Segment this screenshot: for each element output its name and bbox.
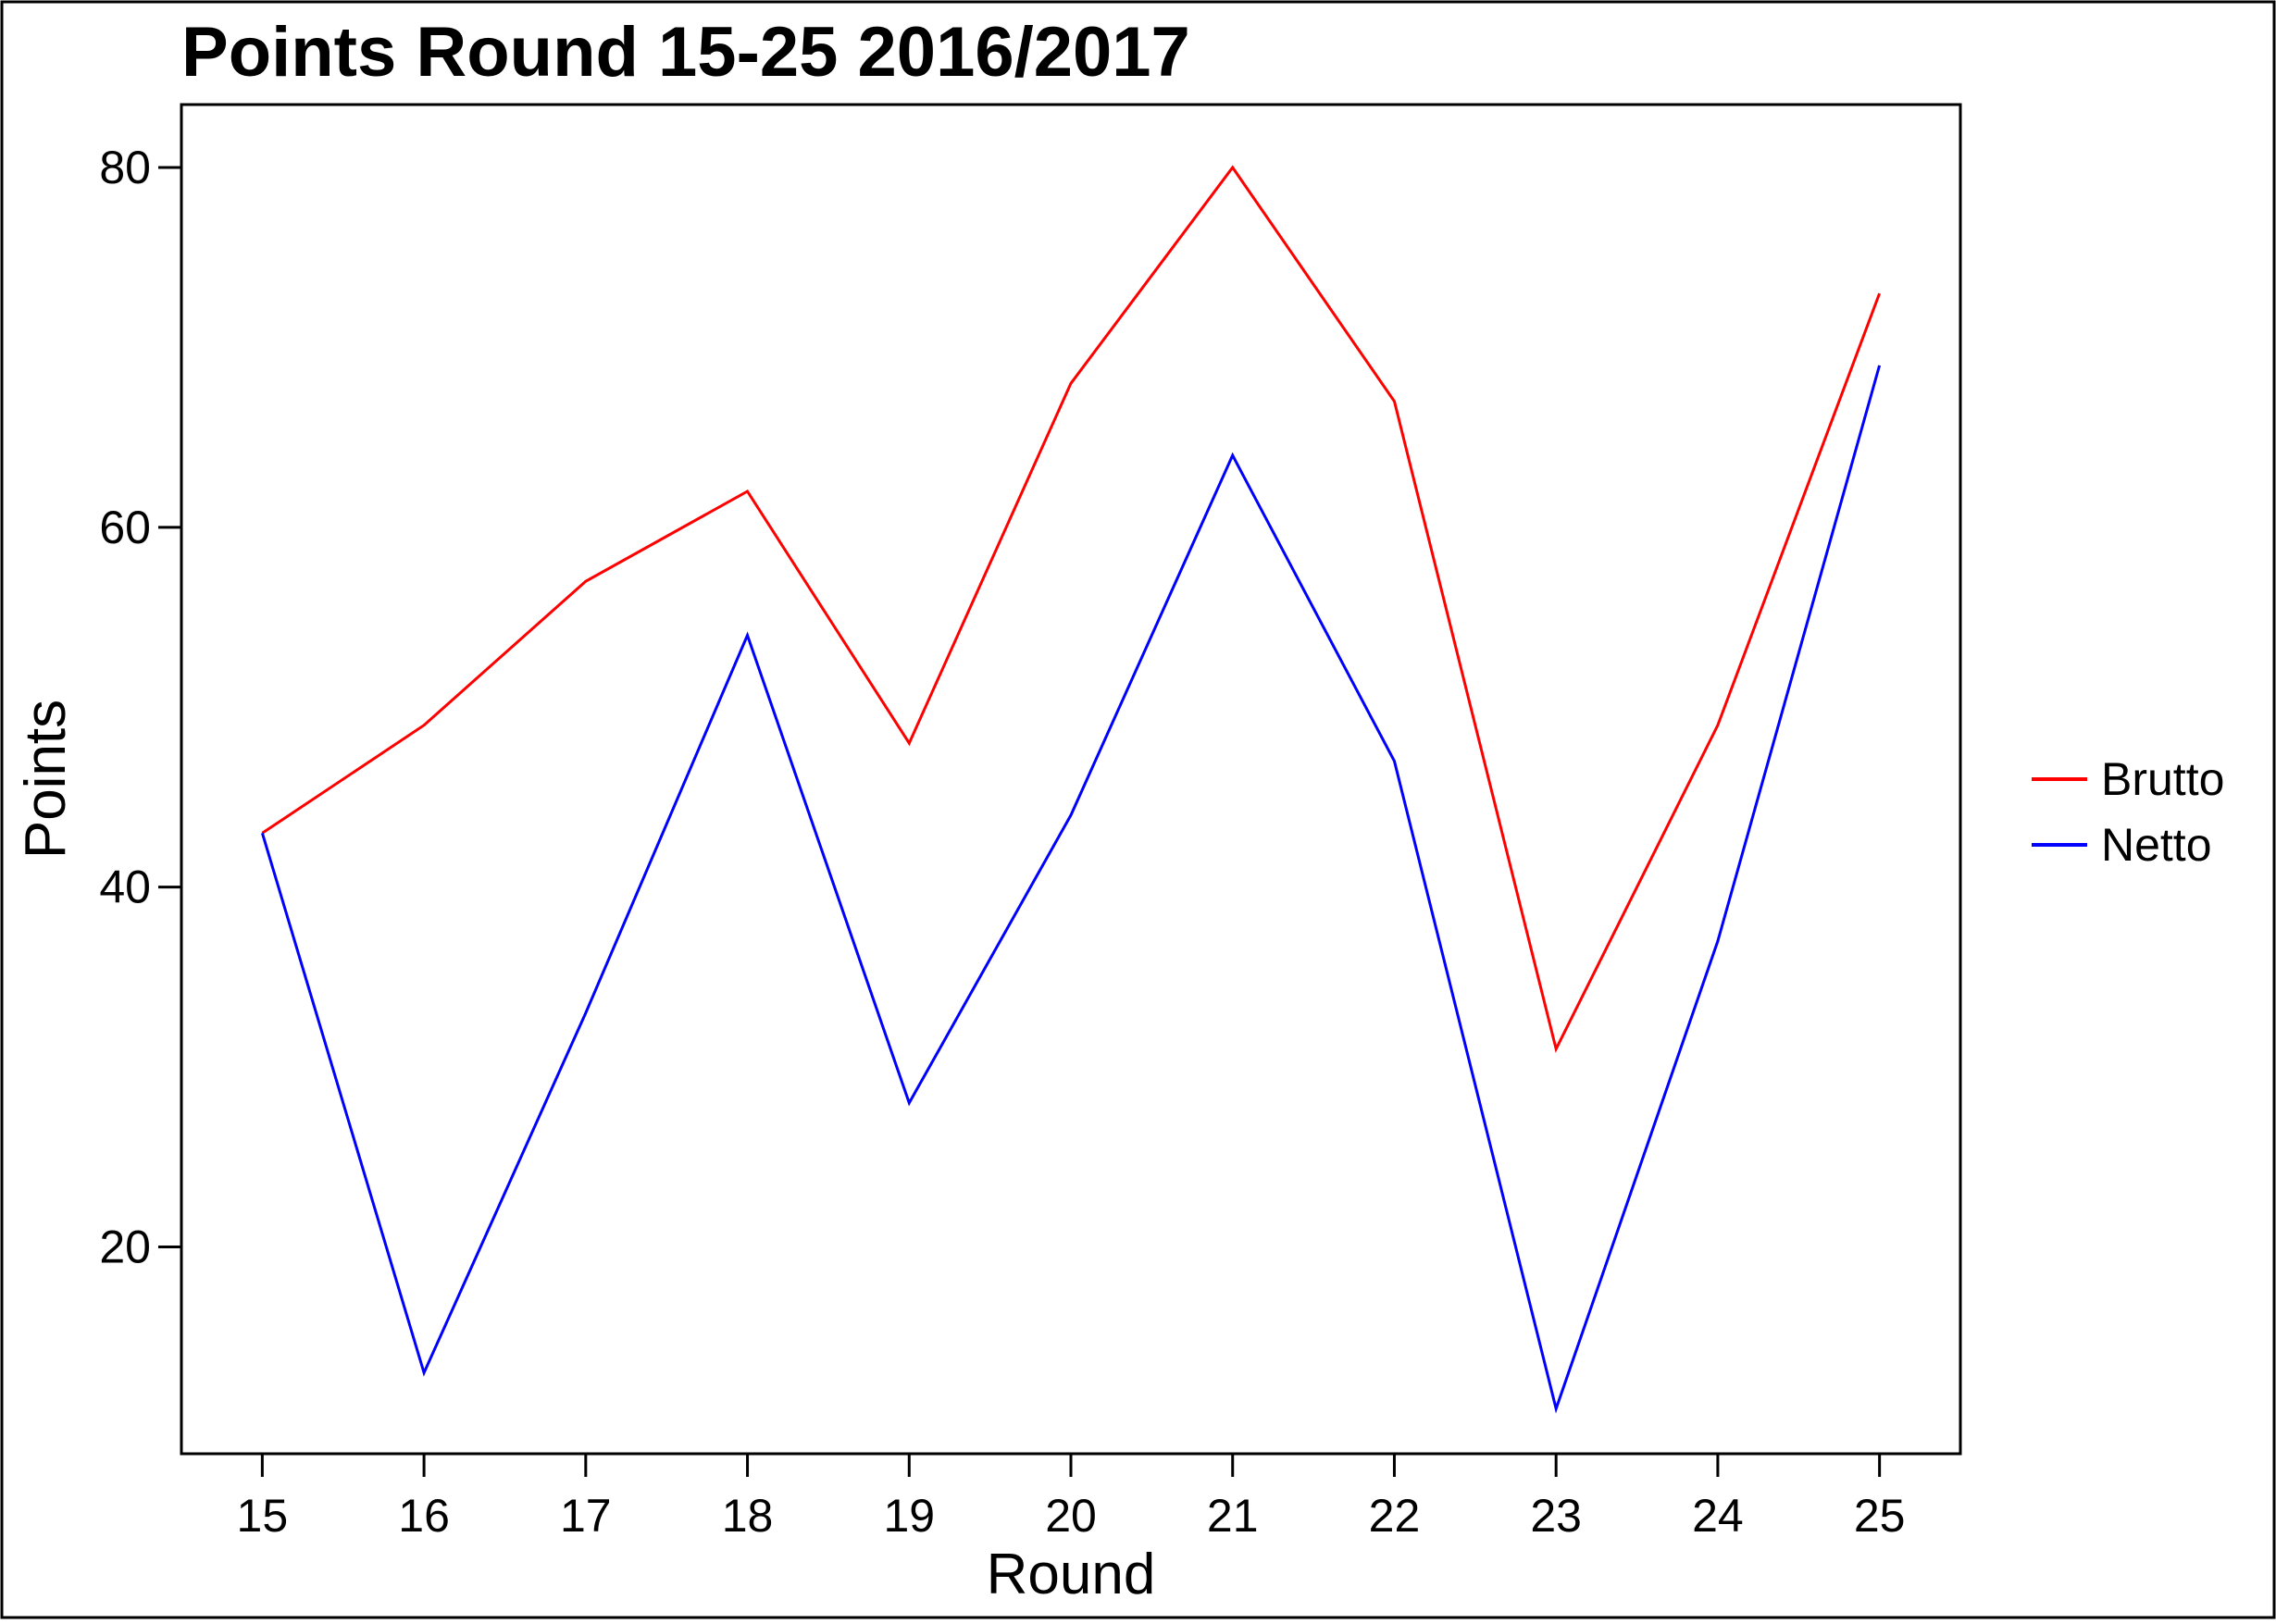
legend-label-brutto: Brutto: [2101, 753, 2224, 805]
y-tick-label: 60: [99, 502, 151, 553]
x-tick-label: 21: [1207, 1490, 1259, 1542]
x-axis-title: Round: [987, 1543, 1156, 1606]
y-tick-label: 20: [99, 1221, 151, 1272]
y-tick-label: 80: [99, 142, 151, 193]
y-axis: 20 40 60 80: [99, 142, 181, 1272]
series-line-netto: [260, 365, 1882, 1414]
y-axis-title: Points: [14, 700, 78, 859]
chart-title: Points Round 15-25 2016/2017: [181, 13, 1190, 92]
x-tick-label: 18: [722, 1490, 774, 1542]
x-tick-label: 17: [560, 1490, 612, 1542]
x-tick-label: 23: [1530, 1490, 1582, 1542]
legend: Brutto Netto: [2032, 753, 2224, 871]
y-tick-label: 40: [99, 862, 151, 913]
legend-label-netto: Netto: [2101, 819, 2212, 871]
x-axis: 15 16 17 18 19 20 21 22 23 24 25: [237, 1454, 1906, 1542]
x-tick-label: 24: [1692, 1490, 1744, 1542]
series-layer: [260, 165, 1882, 1414]
x-tick-label: 25: [1854, 1490, 1906, 1542]
x-tick-label: 16: [398, 1490, 450, 1542]
x-tick-label: 15: [237, 1490, 289, 1542]
series-line-brutto: [261, 165, 1882, 1053]
x-tick-label: 19: [883, 1490, 935, 1542]
x-tick-label: 22: [1369, 1490, 1421, 1542]
x-tick-label: 20: [1045, 1490, 1097, 1542]
